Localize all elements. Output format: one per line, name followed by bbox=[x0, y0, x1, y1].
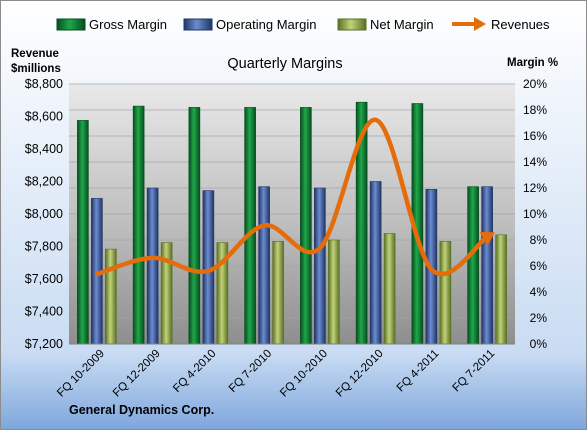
y-right-tick-label: 16% bbox=[523, 129, 547, 143]
bar-operating-margin bbox=[258, 186, 270, 345]
legend-item-operating-margin: Operating Margin bbox=[183, 17, 316, 32]
y-right-tick-label: 2% bbox=[530, 311, 548, 325]
bar-net-margin bbox=[495, 234, 507, 345]
y-right-tick-label: 4% bbox=[530, 285, 548, 299]
legend-item-gross-margin: Gross Margin bbox=[56, 17, 167, 32]
y-left-tick-label: $7,800 bbox=[25, 240, 63, 254]
y-right-tick-label: 14% bbox=[523, 155, 547, 169]
y-left-tick-label: $8,200 bbox=[25, 175, 63, 189]
bar-operating-margin bbox=[481, 186, 493, 345]
bar-gross-margin bbox=[244, 107, 256, 345]
y-right-tick-label: 6% bbox=[530, 259, 548, 273]
bar-gross-margin bbox=[77, 120, 89, 345]
revenue-arrowhead bbox=[479, 231, 495, 246]
y-right-tick-label: 18% bbox=[523, 103, 547, 117]
legend-swatch-operating-margin bbox=[183, 18, 213, 31]
y-left-tick-labels: $7,200 $7,400 $7,600 $7,800 $8,000 $8,200 $8,4… bbox=[25, 77, 63, 351]
y-right-title: Margin % bbox=[507, 57, 558, 69]
y-left-title-line2: $millions bbox=[11, 63, 61, 75]
y-left-tick-label: $8,600 bbox=[25, 110, 63, 124]
y-right-tick-label: 20% bbox=[523, 77, 547, 91]
legend-label-gross-margin: Gross Margin bbox=[89, 17, 167, 32]
bar-gross-margin bbox=[300, 107, 312, 345]
y-right-tick-label: 8% bbox=[530, 233, 548, 247]
bar-gross-margin bbox=[467, 186, 479, 345]
legend: Gross Margin Operating Margin Net Margin… bbox=[56, 17, 550, 32]
bar-operating-margin bbox=[146, 187, 159, 345]
legend-arrow-revenues bbox=[474, 17, 486, 31]
y-left-tick-label: $7,400 bbox=[25, 305, 63, 319]
bars bbox=[77, 101, 507, 345]
company-label: General Dynamics Corp. bbox=[69, 403, 214, 417]
y-left-tick-label: $8,000 bbox=[25, 207, 63, 221]
y-right-tick-label: 12% bbox=[523, 181, 547, 195]
y-left-tick-label: $8,400 bbox=[25, 142, 63, 156]
bar-net-margin bbox=[383, 233, 396, 345]
revenue-line-group bbox=[94, 117, 495, 277]
y-right-tick-label: 0% bbox=[530, 337, 548, 351]
bar-net-margin bbox=[328, 239, 340, 345]
revenue-line bbox=[94, 117, 490, 277]
legend-item-revenues: Revenues bbox=[452, 17, 550, 32]
y-left-tick-label: $7,200 bbox=[25, 337, 63, 351]
legend-label-operating-margin: Operating Margin bbox=[216, 17, 316, 32]
chart-title: Quarterly Margins bbox=[227, 56, 342, 72]
legend-item-net-margin: Net Margin bbox=[337, 17, 434, 32]
legend-label-revenues: Revenues bbox=[491, 17, 550, 32]
bar-operating-margin bbox=[314, 187, 326, 345]
legend-label-net-margin: Net Margin bbox=[370, 17, 434, 32]
bar-net-margin bbox=[105, 248, 117, 345]
bar-net-margin bbox=[439, 241, 452, 345]
legend-swatch-net-margin bbox=[337, 18, 367, 31]
y-left-tick-label: $7,600 bbox=[25, 272, 63, 286]
y-left-tick-label: $8,800 bbox=[25, 77, 63, 91]
y-right-tick-label: 10% bbox=[523, 207, 547, 221]
y-left-title-line1: Revenue bbox=[11, 48, 59, 60]
bar-gross-margin bbox=[132, 105, 145, 345]
y-right-tick-labels: 0% 2% 4% 6% 8% 10% 12% 14% 16% 18% 20% bbox=[523, 77, 547, 351]
bar-net-margin bbox=[272, 241, 284, 345]
bar-operating-margin bbox=[369, 181, 382, 345]
bar-gross-margin bbox=[188, 107, 201, 345]
legend-swatch-gross-margin bbox=[56, 18, 86, 31]
